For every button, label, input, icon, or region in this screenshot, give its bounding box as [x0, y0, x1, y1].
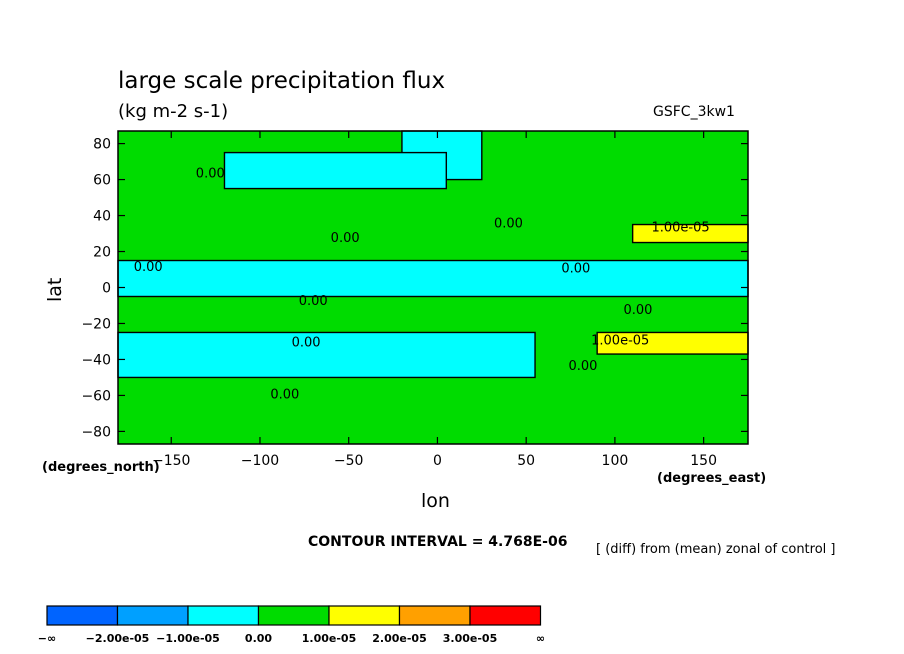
contour-label: 0.00: [331, 231, 360, 246]
colorbar-swatch: [187, 605, 260, 626]
y-tick-label: 40: [93, 209, 111, 225]
x-tick-label: −50: [334, 453, 364, 469]
colorbar-label: 0.00: [245, 632, 272, 645]
contour-label: 1.00e-05: [591, 334, 649, 349]
x-axis-label: lon: [421, 490, 450, 512]
contour-region-3: [117, 259, 749, 298]
x-tick-label: 150: [690, 453, 717, 469]
colorbar-label: −2.00e-05: [86, 632, 150, 645]
x-tick-label: 50: [517, 453, 535, 469]
y-tick-label: 60: [93, 173, 111, 189]
contour-label: 0.00: [134, 260, 163, 275]
contour-label: 0.00: [568, 359, 597, 374]
x-tick-label: −150: [152, 453, 190, 469]
chart-subtitle: [ (diff) from (mean) zonal of control ]: [596, 542, 836, 557]
colorbar-label: −1.00e-05: [156, 632, 220, 645]
contour-label: 0.00: [299, 294, 328, 309]
y-tick-label: −60: [81, 388, 111, 404]
y-tick-label: 80: [93, 137, 111, 153]
y-axis-units: (degrees_north): [42, 460, 160, 475]
y-tick-label: 0: [102, 281, 111, 297]
contour-label: 0.00: [292, 335, 321, 350]
colorbar-label: −∞: [38, 632, 56, 645]
colorbar-swatch: [469, 605, 542, 626]
colorbar-label: 3.00e-05: [443, 632, 497, 645]
chart-units: (kg m-2 s-1): [118, 101, 229, 122]
colorbar-swatch: [257, 605, 330, 626]
colorbar-swatch: [46, 605, 119, 626]
colorbar-label: 2.00e-05: [372, 632, 426, 645]
model-label: GSFC_3kw1: [653, 104, 735, 120]
contour-label: 0.00: [494, 217, 523, 232]
colorbar-swatch: [328, 605, 401, 626]
x-tick-label: −100: [241, 453, 279, 469]
y-tick-label: −40: [81, 352, 111, 368]
x-tick-label: 0: [433, 453, 442, 469]
contour-label: 0.00: [561, 262, 590, 277]
contour-label: 1.00e-05: [651, 220, 709, 235]
colorbar-label: 1.00e-05: [302, 632, 356, 645]
y-tick-label: 20: [93, 245, 111, 261]
contour-label: 0.00: [623, 303, 652, 318]
contour-label: 0.00: [270, 388, 299, 403]
contour-label: 0.00: [196, 166, 225, 181]
axes: −150 −100 −50 0 50 100 150 80 60 40 20 0 −20 −40 −60 −8…: [81, 130, 749, 469]
contour-interval: CONTOUR INTERVAL = 4.768E-06: [308, 534, 568, 550]
y-tick-label: −80: [81, 424, 111, 440]
x-axis-units: (degrees_east): [657, 471, 767, 486]
plot-area: 0.00 0.00 0.00 1.00e-05 0.00 0.00 0.00 0.00 1.00…: [117, 130, 749, 444]
colorbar-swatch: [398, 605, 471, 626]
x-tick-label: 100: [602, 453, 629, 469]
chart-title: large scale precipitation flux: [118, 68, 446, 94]
colorbar-label: ∞: [536, 632, 545, 645]
contour-region-4: [117, 331, 536, 379]
colorbar: −∞ −2.00e-05 −1.00e-05 0.00 1.00e-05 2.00e-05…: [38, 605, 545, 645]
colorbar-swatch: [116, 605, 189, 626]
y-tick-label: −20: [81, 316, 111, 332]
contour-region-2: [223, 151, 448, 190]
